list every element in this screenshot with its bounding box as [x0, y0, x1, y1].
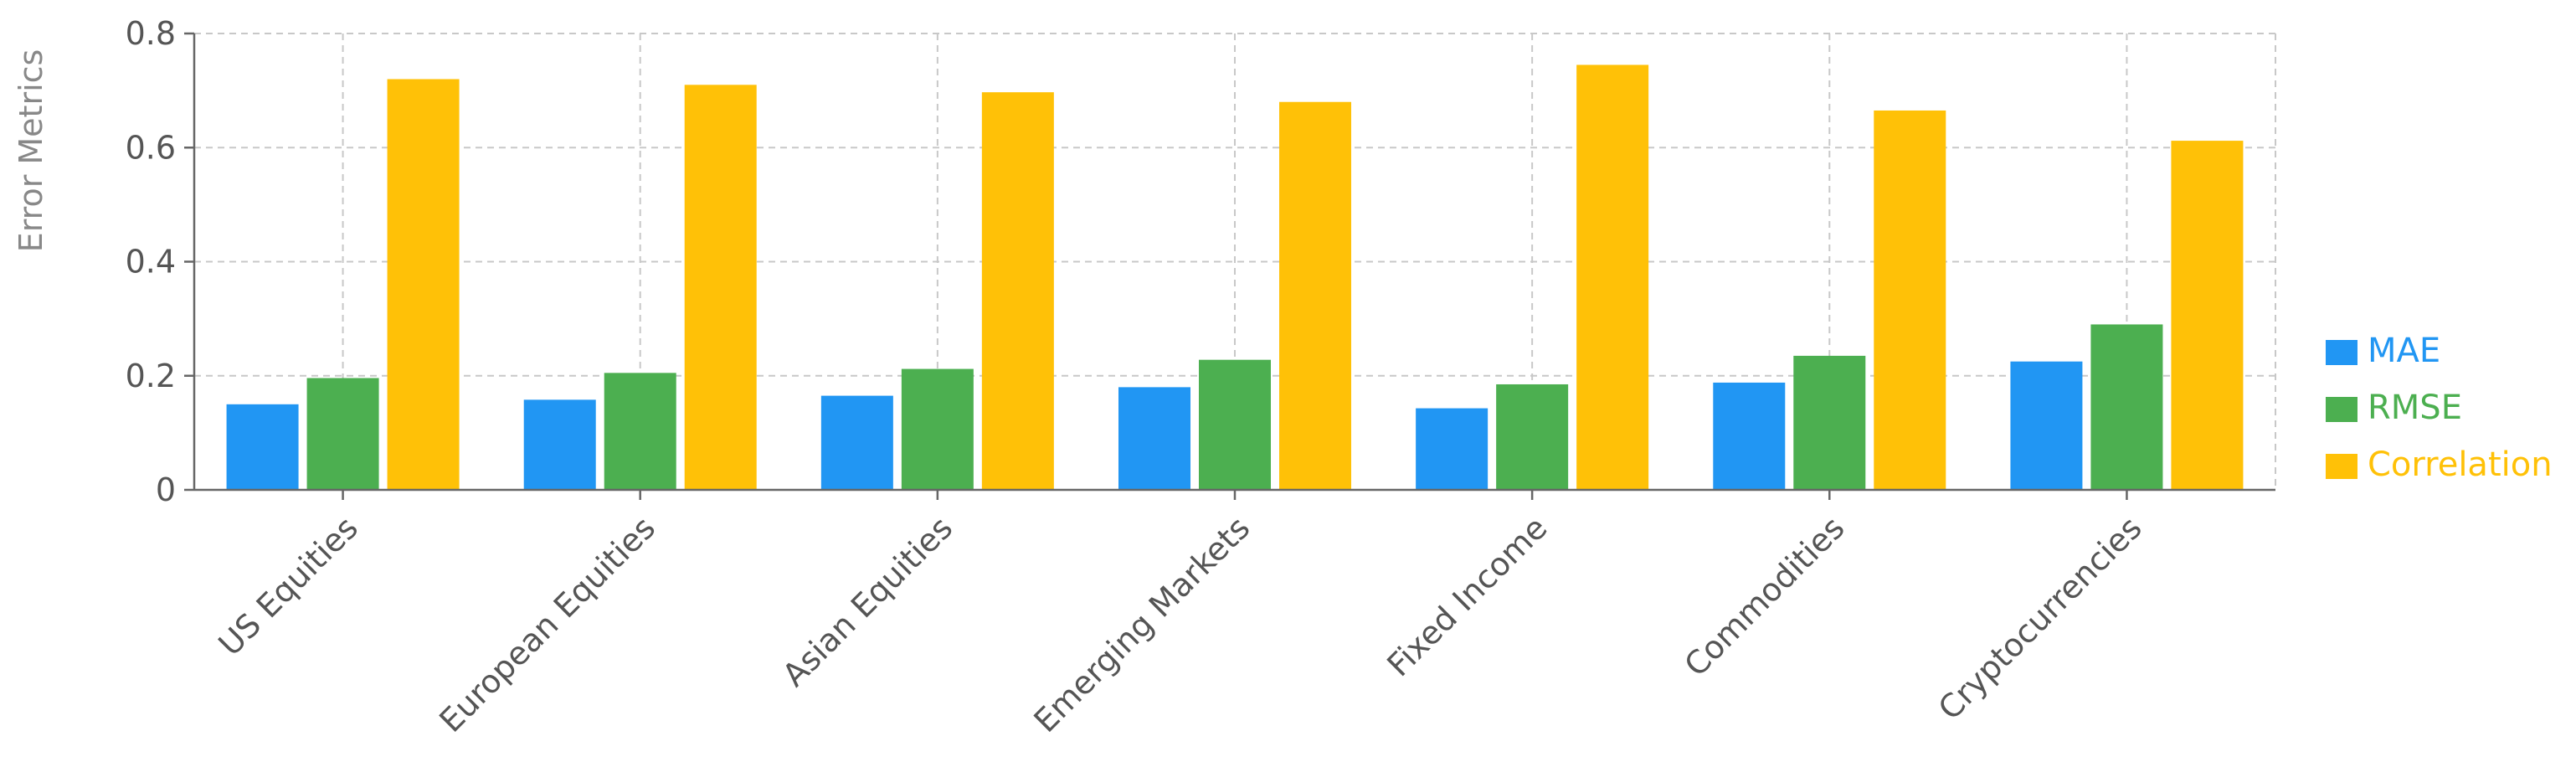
x-tick-label: Asian Equities: [775, 509, 959, 693]
legend: MAE RMSE Correlation: [2326, 332, 2553, 484]
y-tick-label: 0.8: [126, 15, 176, 52]
bar-mae: [1118, 387, 1190, 490]
bar-mae: [2010, 361, 2083, 490]
legend-swatch-mae: [2326, 340, 2357, 365]
axes: [184, 32, 2275, 500]
bar-rmse: [306, 378, 379, 490]
y-axis-title: Error Metrics: [13, 49, 49, 253]
legend-swatch-correlation: [2326, 454, 2357, 479]
x-tick-label: European Equities: [432, 509, 662, 739]
legend-label-rmse: RMSE: [2368, 389, 2462, 427]
bar-rmse: [1199, 359, 1271, 490]
bar-mae: [1713, 382, 1786, 490]
y-tick-label: 0.2: [126, 358, 176, 394]
bars: [226, 64, 2244, 490]
bar-mae: [523, 399, 596, 490]
bar-correlation: [387, 79, 460, 490]
bar-mae: [226, 404, 299, 490]
bar-correlation: [2171, 141, 2244, 490]
legend-label-mae: MAE: [2368, 332, 2440, 370]
grid: [194, 33, 2276, 490]
bar-correlation: [1576, 64, 1649, 490]
bar-correlation: [1874, 110, 1946, 490]
x-tick-label: Commodities: [1677, 509, 1851, 683]
bar-correlation: [684, 85, 757, 490]
bar-mae: [820, 395, 893, 490]
bar-rmse: [901, 368, 974, 490]
y-tick-label: 0: [156, 471, 176, 508]
legend-label-correlation: Correlation: [2368, 445, 2553, 484]
bar-rmse: [604, 373, 676, 490]
y-tick-label: 0.4: [126, 244, 176, 281]
y-tick-labels: 0 0.2 0.4 0.6 0.8: [126, 15, 176, 508]
x-tick-labels: US Equities European Equities Asian Equiti…: [211, 509, 2148, 739]
y-tick-label: 0.6: [126, 129, 176, 166]
bar-rmse: [1793, 355, 1866, 490]
bar-rmse: [1496, 384, 1569, 490]
bar-rmse: [2090, 324, 2163, 490]
bar-correlation: [981, 92, 1054, 490]
bar-correlation: [1279, 101, 1351, 490]
x-tick-label: Cryptocurrencies: [1931, 509, 2149, 727]
x-tick-label: Emerging Markets: [1026, 509, 1257, 739]
bar-mae: [1416, 408, 1489, 490]
x-tick-label: Fixed Income: [1380, 509, 1554, 683]
legend-swatch-rmse: [2326, 397, 2357, 422]
x-tick-label: US Equities: [211, 509, 364, 662]
